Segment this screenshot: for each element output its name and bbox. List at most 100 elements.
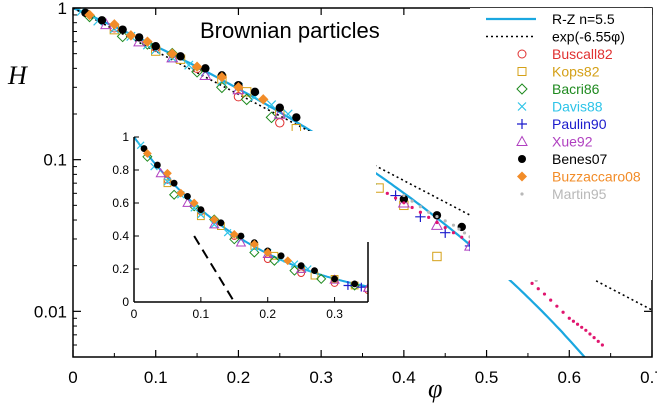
dot-marker bbox=[443, 225, 447, 230]
y-tick-label: 0.1 bbox=[43, 151, 67, 170]
cross-marker bbox=[210, 220, 219, 229]
diamond-marker bbox=[116, 30, 129, 43]
cross-marker bbox=[266, 100, 277, 110]
dot-marker bbox=[402, 193, 406, 198]
dot-marker bbox=[451, 223, 456, 227]
filled-circle-marker bbox=[176, 52, 185, 61]
dot-marker bbox=[520, 192, 524, 196]
inset-x-tick-label: 0 bbox=[131, 307, 138, 321]
square-marker bbox=[432, 251, 442, 262]
filled-circle-marker bbox=[97, 16, 107, 25]
dot-marker bbox=[418, 210, 422, 214]
cross-marker bbox=[163, 177, 172, 186]
dot-marker bbox=[580, 325, 584, 329]
x-tick-label: 0.2 bbox=[227, 368, 251, 387]
triangle-marker bbox=[273, 107, 286, 119]
legend-label: Kops82 bbox=[552, 64, 600, 80]
inset-y-tick-label: 0.6 bbox=[112, 196, 129, 210]
dot-marker bbox=[435, 220, 439, 225]
cross-marker bbox=[283, 109, 293, 119]
diamond-marker bbox=[240, 93, 253, 106]
filled-circle-marker bbox=[250, 87, 260, 97]
filled-circle-marker bbox=[277, 252, 285, 260]
inset-y-tick-label: 0 bbox=[122, 295, 129, 309]
filled-diamond-marker bbox=[167, 48, 178, 59]
legend: R-Z n=5.5 exp(-6.55φ)Buscall82 Kops82Bacri… bbox=[470, 8, 652, 280]
dot-marker bbox=[542, 292, 547, 296]
legend-label: Davis88 bbox=[552, 99, 603, 115]
filled-circle-marker bbox=[311, 267, 318, 275]
x-tick-label: 0.3 bbox=[309, 368, 333, 387]
diamond-marker bbox=[269, 255, 280, 266]
cross-marker bbox=[290, 260, 299, 268]
dot-marker bbox=[600, 343, 604, 347]
dot-marker bbox=[536, 287, 540, 291]
x-axis-title: φ bbox=[428, 374, 442, 403]
triangle-marker bbox=[166, 51, 179, 63]
filled-diamond-marker bbox=[189, 198, 199, 208]
dot-marker bbox=[549, 298, 553, 302]
filled-circle-marker bbox=[134, 33, 144, 42]
diamond-marker bbox=[142, 151, 153, 162]
dot-marker bbox=[385, 191, 389, 195]
square-marker bbox=[374, 183, 384, 193]
dot-marker bbox=[596, 339, 600, 343]
dot-marker bbox=[584, 328, 588, 332]
filled-diamond-marker bbox=[163, 168, 172, 178]
dot-marker bbox=[460, 235, 464, 239]
cross-marker bbox=[517, 102, 527, 111]
filled-circle-marker bbox=[237, 232, 245, 240]
legend-label: Martin95 bbox=[552, 186, 607, 202]
dot-marker bbox=[462, 231, 467, 235]
filled-diamond-marker bbox=[109, 19, 120, 30]
triangle-marker bbox=[516, 135, 528, 146]
circle-marker bbox=[233, 92, 244, 102]
filled-circle-marker bbox=[331, 275, 338, 283]
filled-diamond-marker bbox=[517, 171, 527, 182]
x-tick-label: 0.1 bbox=[144, 368, 168, 387]
inset-y-tick-label: 0.4 bbox=[112, 229, 129, 243]
circle-marker bbox=[297, 269, 306, 278]
filled-diamond-marker bbox=[209, 215, 219, 224]
square-marker bbox=[517, 67, 527, 76]
y-tick-label: 0.01 bbox=[34, 302, 67, 321]
y-axis-title: H bbox=[7, 61, 28, 90]
dot-marker bbox=[575, 322, 580, 326]
dot-marker bbox=[457, 227, 461, 231]
inset-data-points bbox=[136, 141, 368, 295]
filled-diamond-marker bbox=[125, 30, 137, 41]
filled-diamond-marker bbox=[176, 188, 186, 198]
dot-marker bbox=[393, 196, 398, 200]
inset-plot: 0 0.1 0.2 0.3 0 0.2 0.4 0.6 0.8 1 bbox=[94, 130, 376, 326]
filled-diamond-marker bbox=[84, 9, 95, 21]
dot-marker bbox=[571, 319, 576, 323]
triangle-marker bbox=[182, 197, 193, 207]
filled-diamond-marker bbox=[283, 256, 293, 266]
filled-circle-marker bbox=[297, 262, 305, 270]
plus-marker bbox=[440, 227, 451, 238]
inset-y-tick-label: 0.2 bbox=[112, 262, 129, 276]
x-tick-label: 0.7 bbox=[640, 368, 657, 387]
filled-circle-marker bbox=[197, 206, 205, 214]
inset-background bbox=[94, 131, 376, 326]
circle-marker bbox=[517, 49, 527, 59]
filled-diamond-marker bbox=[249, 239, 259, 249]
inset-dashed-line bbox=[193, 235, 236, 302]
legend-label: Xue92 bbox=[552, 134, 593, 150]
triangle-marker bbox=[133, 35, 146, 47]
diamond-marker bbox=[191, 65, 203, 78]
chart-title: Brownian particles bbox=[200, 18, 380, 43]
diamond-marker bbox=[516, 83, 528, 95]
dot-marker bbox=[427, 210, 431, 214]
legend-label: Buscall82 bbox=[552, 46, 613, 62]
filled-diamond-marker bbox=[191, 61, 203, 72]
diamond-marker bbox=[215, 81, 228, 94]
filled-circle-marker bbox=[140, 145, 148, 152]
dot-marker bbox=[443, 219, 447, 223]
dot-marker bbox=[402, 201, 406, 205]
filled-diamond-marker bbox=[233, 82, 244, 93]
filled-diamond-marker bbox=[229, 229, 239, 239]
dot-marker bbox=[451, 231, 456, 235]
filled-circle-marker bbox=[184, 193, 191, 200]
inset-x-tick-label: 0.2 bbox=[259, 307, 276, 321]
